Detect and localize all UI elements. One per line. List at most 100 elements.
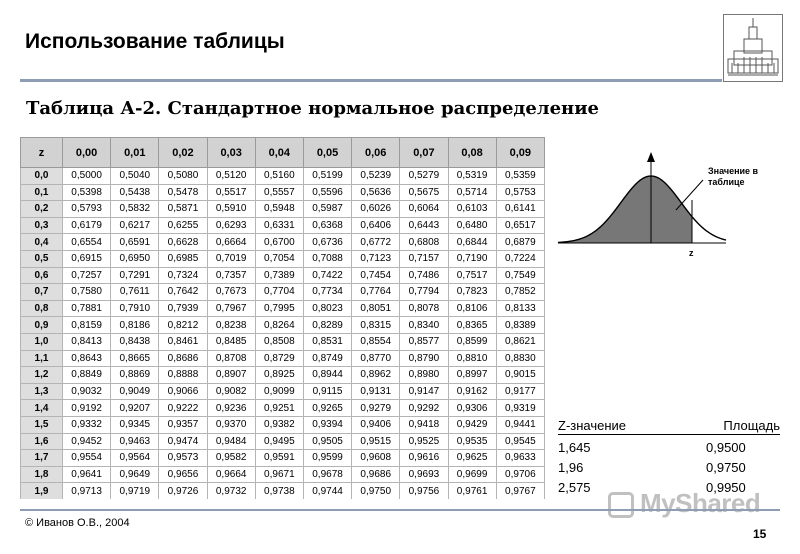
table-cell: 0,9678 [302, 465, 353, 484]
table-cell: 0,7549 [495, 266, 545, 285]
table-cell: 0,9545 [495, 432, 545, 451]
table-cell: 0,9099 [254, 382, 304, 401]
table-cell: 0,8438 [110, 332, 160, 351]
table-cell: 0,9525 [399, 432, 449, 451]
normal-curve-diagram: Значение в таблице z [558, 152, 759, 258]
table-cell: 0,5910 [206, 200, 256, 218]
table-cell: 0,5398 [61, 183, 112, 202]
table-cell: 0,6915 [61, 249, 112, 268]
table-cell: 0,9292 [399, 399, 449, 417]
critical-value-row: 2,575 0,9950 [558, 477, 780, 497]
table-row: 0,1 0,5398 0,5438 0,5478 0,5517 0,5557 0,5596 0… [20, 183, 545, 202]
table-cell: 0,7517 [447, 266, 497, 285]
table-cell: 0,8980 [399, 366, 449, 384]
table-cell: 0,9625 [447, 449, 497, 467]
table-cell: 0,8888 [158, 366, 208, 384]
table-cell: 0,9115 [302, 382, 353, 401]
table-cell: 0,9732 [206, 482, 256, 499]
table-cell: 0,8315 [351, 316, 401, 334]
table-cell: 0,8389 [495, 316, 545, 334]
table-cell: 0,6628 [158, 233, 208, 251]
table-row: 1,2 0,8849 0,8869 0,8888 0,8907 0,8925 0,8944 0… [20, 366, 545, 384]
table-cell: 0,8599 [447, 332, 497, 351]
table-cell: 0,5319 [447, 167, 497, 185]
table-cell: 0,9345 [110, 415, 160, 434]
row-z-value: 0,0 [20, 167, 63, 185]
column-header: 0,05 [302, 137, 353, 168]
table-cell: 0,7642 [158, 283, 208, 301]
table-cell: 0,6331 [254, 216, 304, 235]
table-row: 0,8 0,7881 0,7910 0,7939 0,7967 0,7995 0,8023 0… [20, 299, 545, 318]
table-cell: 0,7257 [61, 266, 112, 285]
column-header-z: z [20, 137, 63, 168]
label-pointer [675, 179, 704, 211]
table-cell: 0,7852 [495, 283, 545, 301]
table-cell: 0,9418 [399, 415, 449, 434]
row-z-value: 0,6 [20, 266, 63, 285]
table-cell: 0,7454 [351, 266, 401, 285]
table-cell: 0,9767 [495, 482, 545, 499]
critical-value-row: 1,96 0,9750 [558, 457, 780, 477]
column-header: 0,00 [61, 137, 112, 168]
table-row: 1,7 0,9554 0,9564 0,9573 0,9582 0,9591 0,9599 0… [20, 449, 545, 467]
table-cell: 0,5596 [302, 183, 353, 202]
table-cell: 0,5160 [254, 167, 304, 185]
table-cell: 0,5517 [206, 183, 256, 202]
table-cell: 0,6368 [302, 216, 353, 235]
slide-title: Использование таблицы [25, 30, 285, 53]
table-cell: 0,7157 [399, 249, 449, 268]
table-cell: 0,8686 [158, 349, 208, 368]
watermark-icon [608, 492, 634, 519]
watermark-text: MyShared [640, 488, 761, 518]
table-cell: 0,9319 [495, 399, 545, 417]
critical-z: 2,575 [558, 479, 591, 495]
table-cell: 0,7422 [302, 266, 353, 285]
table-cell: 0,9406 [351, 415, 401, 434]
column-header: 0,07 [399, 137, 449, 168]
table-cell: 0,5636 [351, 183, 401, 202]
table-cell: 0,8997 [447, 366, 497, 384]
table-cell: 0,9573 [158, 449, 208, 467]
table-row: 0,6 0,7257 0,7291 0,7324 0,7357 0,7389 0,7422 0… [20, 266, 545, 285]
table-cell: 0,9082 [206, 382, 256, 401]
table-cell: 0,9495 [254, 432, 304, 451]
row-z-value: 0,8 [20, 299, 63, 318]
table-cell: 0,6772 [351, 233, 401, 251]
row-z-value: 1,7 [20, 449, 63, 467]
row-z-value: 1,9 [20, 482, 63, 499]
table-cell: 0,9452 [61, 432, 112, 451]
table-cell: 0,9744 [302, 482, 353, 499]
row-z-value: 1,1 [20, 349, 63, 368]
table-cell: 0,9192 [61, 399, 112, 417]
table-row: 0,7 0,7580 0,7611 0,7642 0,7673 0,7704 0,7734 0… [20, 283, 545, 301]
critical-z: 1,645 [558, 439, 591, 455]
table-cell: 0,9693 [399, 465, 449, 484]
table-cell: 0,7580 [61, 283, 112, 301]
table-row: 1,9 0,9713 0,9719 0,9726 0,9732 0,9738 0,9744 0… [20, 482, 545, 499]
table-cell: 0,8023 [302, 299, 353, 318]
table-cell: 0,9591 [254, 449, 304, 467]
row-z-value: 0,9 [20, 316, 63, 334]
critical-area: 0,9950 [706, 479, 746, 495]
z-axis-label: z [689, 248, 694, 258]
table-cell: 0,8186 [110, 316, 160, 334]
footer-copyright: © Иванов О.В., 2004 [25, 517, 130, 529]
table-cell: 0,9463 [110, 432, 160, 451]
table-cell: 0,8264 [254, 316, 304, 334]
table-cell: 0,8461 [158, 332, 208, 351]
table-cell: 0,9207 [110, 399, 160, 417]
table-cell: 0,9616 [399, 449, 449, 467]
normal-distribution-table: z 0,00 0,01 0,02 0,03 0,04 0,05 0,06 0,07 0,08 0,0… [20, 137, 545, 499]
table-cell: 0,7088 [302, 249, 353, 268]
table-cell: 0,5753 [495, 183, 545, 202]
column-header: 0,04 [254, 137, 304, 168]
column-header: 0,08 [447, 137, 497, 168]
table-cell: 0,7291 [110, 266, 160, 285]
table-cell: 0,9162 [447, 382, 497, 401]
table-cell: 0,8238 [206, 316, 256, 334]
table-cell: 0,7486 [399, 266, 449, 285]
table-row: 0,0 0,5000 0,5040 0,5080 0,5120 0,5160 0,5199 0… [20, 167, 545, 185]
table-cell: 0,6064 [399, 200, 449, 218]
table-cell: 0,6443 [399, 216, 449, 235]
table-cell: 0,5438 [110, 183, 160, 202]
